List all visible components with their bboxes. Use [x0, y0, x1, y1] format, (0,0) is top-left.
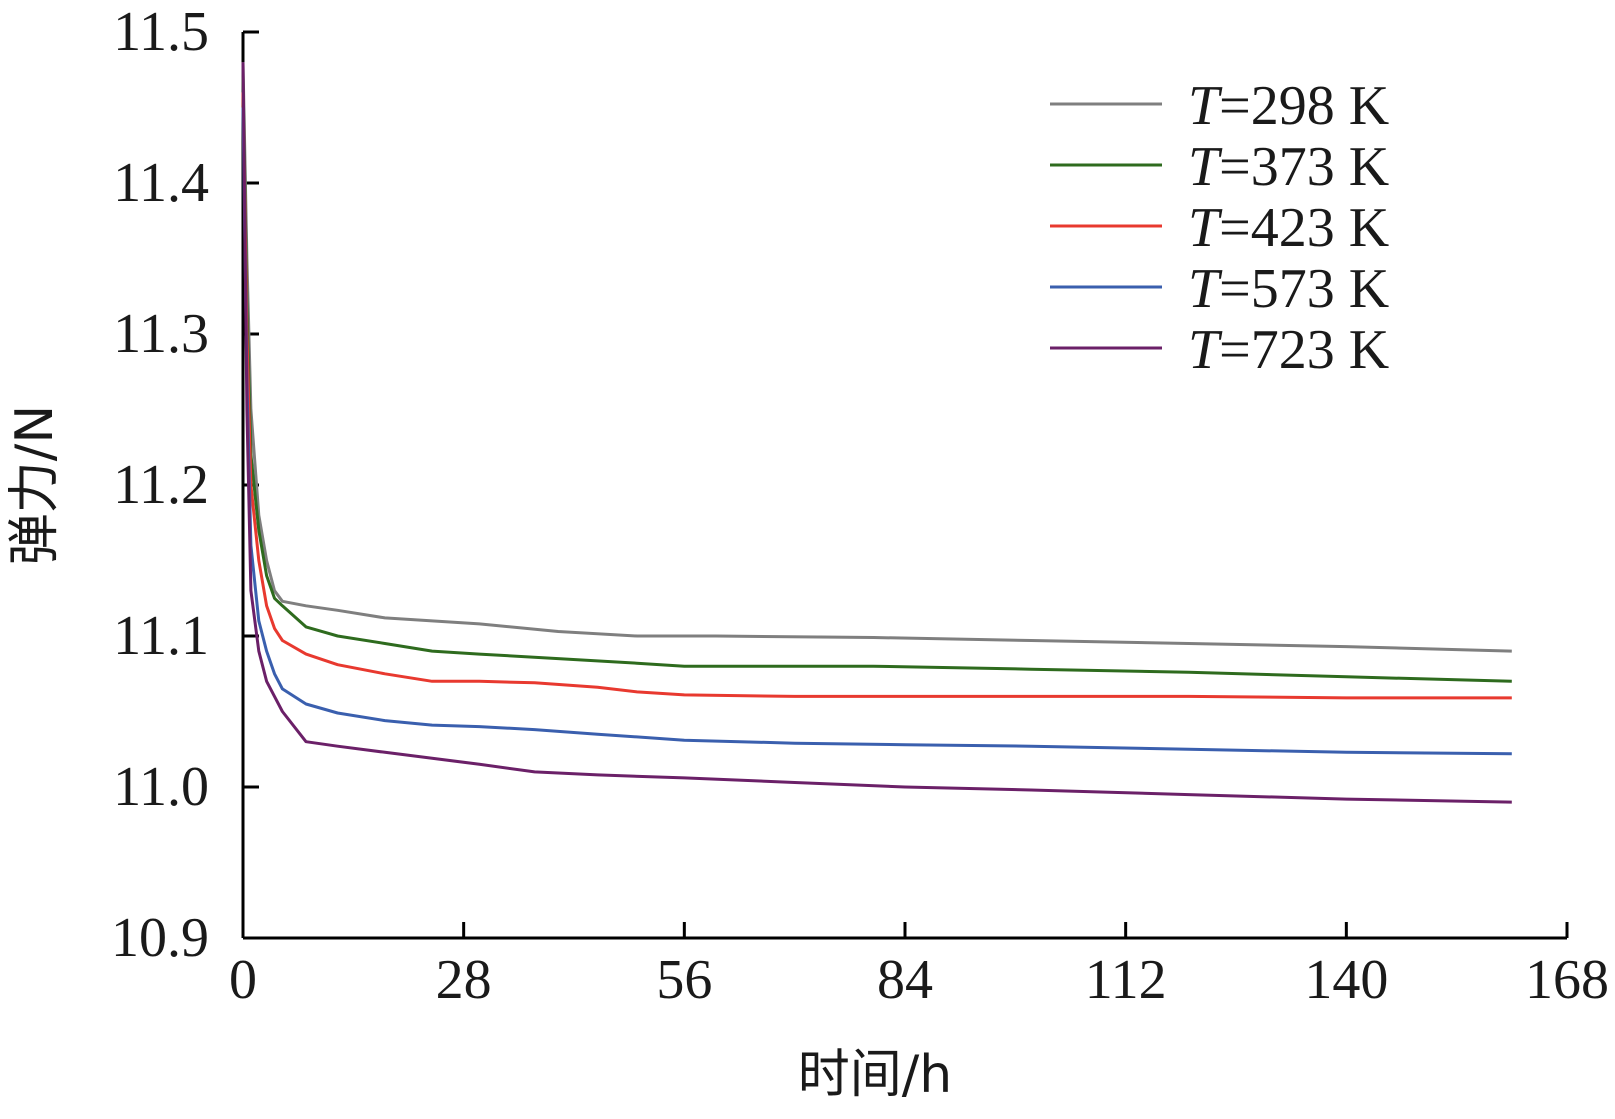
legend-series-name: =423 K — [1219, 197, 1389, 259]
y-tick-label: 10.9 — [111, 907, 209, 969]
series-line-2 — [241, 77, 1512, 683]
x-tick-label: 0 — [229, 949, 257, 1011]
series-line-3 — [241, 92, 1512, 700]
series-line-5 — [241, 62, 1512, 804]
legend-label: T=723 K — [1188, 319, 1389, 381]
x-axis-title: 时间/h — [798, 1045, 952, 1105]
legend-series-name: =723 K — [1219, 319, 1389, 381]
series-line-1 — [241, 62, 1512, 653]
legend-label: T=423 K — [1188, 197, 1389, 259]
legend-label: T=373 K — [1188, 136, 1389, 198]
y-tick-label: 11.2 — [113, 454, 209, 516]
x-tick-label: 28 — [436, 949, 492, 1011]
y-tick-label: 11.3 — [113, 303, 209, 365]
legend-variable: T — [1188, 258, 1223, 320]
y-axis-title: 弹力/N — [5, 405, 65, 565]
legend-variable: T — [1188, 136, 1223, 198]
series-line-4 — [241, 107, 1512, 756]
legend-series-name: =573 K — [1219, 258, 1389, 320]
legend-label: T=573 K — [1188, 258, 1389, 320]
legend-variable: T — [1188, 319, 1223, 381]
y-tick-label: 11.1 — [113, 605, 209, 667]
x-tick-label: 56 — [656, 949, 712, 1011]
y-tick-label: 11.4 — [113, 152, 209, 214]
legend-series-name: =298 K — [1219, 75, 1389, 137]
x-tick-label: 140 — [1304, 949, 1388, 1011]
x-tick-label: 168 — [1525, 949, 1609, 1011]
legend-variable: T — [1188, 75, 1223, 137]
y-axis-ticks: 10.9 11.0 11.1 11.2 11.3 11.4 11.5 — [111, 1, 259, 969]
legend-series-name: =373 K — [1219, 136, 1389, 198]
legend: T=298 KT=373 KT=423 KT=573 KT=723 K — [1050, 75, 1389, 381]
y-tick-label: 11.5 — [113, 1, 209, 63]
legend-variable: T — [1188, 197, 1223, 259]
y-tick-label: 11.0 — [113, 756, 209, 818]
x-tick-label: 84 — [877, 949, 933, 1011]
legend-label: T=298 K — [1188, 75, 1389, 137]
series-layer — [241, 62, 1512, 804]
axes: 10.9 11.0 11.1 11.2 11.3 11.4 11.5 0 28 56 84 112 1… — [111, 1, 1609, 1011]
x-tick-label: 112 — [1085, 949, 1167, 1011]
x-axis-ticks: 0 28 56 84 112 140 168 — [229, 922, 1609, 1011]
